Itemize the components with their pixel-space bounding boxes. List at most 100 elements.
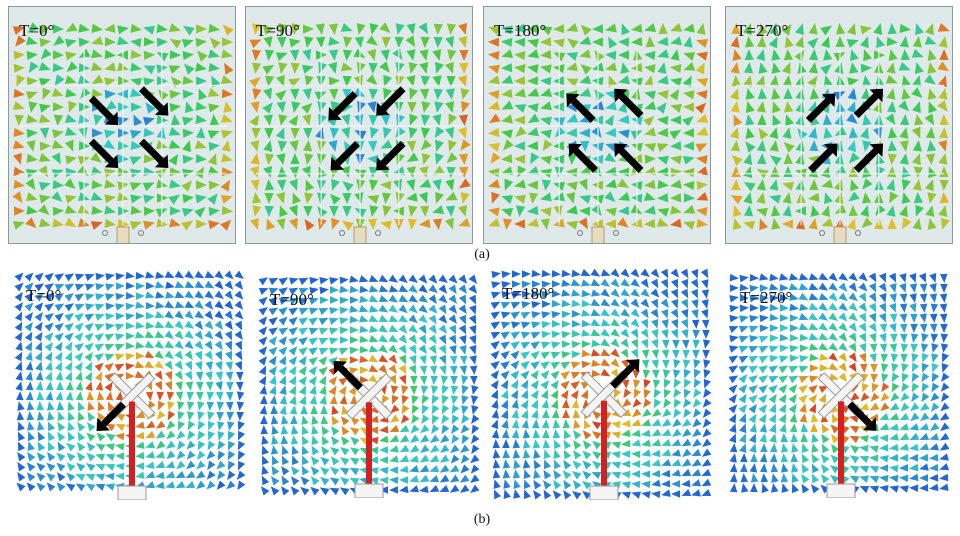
field-vector-icon xyxy=(145,291,155,299)
field-vector-icon xyxy=(470,484,480,494)
field-vector-icon xyxy=(795,88,805,100)
field-vector-icon xyxy=(302,139,313,152)
field-vector-icon xyxy=(487,37,500,47)
field-vector-icon xyxy=(563,429,571,440)
field-vector-icon xyxy=(208,220,220,230)
field-vector-icon xyxy=(448,304,458,314)
field-vector-icon xyxy=(520,331,531,339)
field-vector-icon xyxy=(64,312,74,322)
field-vector-icon xyxy=(51,140,64,149)
field-vector-icon xyxy=(927,192,937,204)
field-vector-icon xyxy=(227,450,236,461)
field-vector-icon xyxy=(216,401,225,411)
field-vector-icon xyxy=(651,449,661,458)
field-vector-icon xyxy=(618,101,627,114)
field-vector-icon xyxy=(304,75,314,87)
field-vector-icon xyxy=(278,327,289,336)
field-vector-icon xyxy=(234,270,244,280)
field-vector-icon xyxy=(398,324,408,334)
field-vector-icon xyxy=(91,205,103,215)
field-vector-icon xyxy=(728,404,738,414)
field-vector-icon xyxy=(650,268,660,278)
field-vector-icon xyxy=(145,301,155,310)
field-vector-icon xyxy=(298,385,307,396)
field-vector-icon xyxy=(563,449,572,460)
field-vector-icon xyxy=(788,393,797,404)
field-vector-icon xyxy=(862,140,872,152)
field-vector-icon xyxy=(808,384,818,394)
field-vector-icon xyxy=(224,300,234,310)
field-vector-icon xyxy=(491,191,500,204)
field-vector-icon xyxy=(366,154,379,165)
field-vector-icon xyxy=(784,100,794,113)
field-vector-icon xyxy=(448,324,457,335)
field-vector-icon xyxy=(408,62,418,74)
field-vector-icon xyxy=(44,313,54,322)
field-vector-icon xyxy=(408,334,417,345)
field-vector-icon xyxy=(431,385,439,395)
current-direction-arrow-shaft xyxy=(610,363,635,389)
field-vector-icon xyxy=(553,439,562,450)
field-vector-icon xyxy=(448,113,458,126)
field-vector-icon xyxy=(858,312,867,323)
field-vector-icon xyxy=(562,409,570,419)
field-vector-icon xyxy=(931,343,939,353)
field-vector-icon xyxy=(78,127,88,139)
field-vector-icon xyxy=(921,382,930,393)
field-vector-icon xyxy=(869,413,879,422)
field-vector-icon xyxy=(566,220,578,230)
field-vector-icon xyxy=(571,329,581,338)
field-vector-icon xyxy=(319,385,327,395)
field-vector-icon xyxy=(872,101,882,114)
field-vector-icon xyxy=(758,335,769,343)
field-vector-icon xyxy=(167,401,175,411)
field-vector-icon xyxy=(581,299,591,308)
field-vector-icon xyxy=(104,333,115,342)
field-vector-icon xyxy=(195,62,207,72)
field-vector-icon xyxy=(510,311,521,320)
field-vector-icon xyxy=(582,430,592,440)
field-vector-icon xyxy=(551,399,559,410)
field-vector-icon xyxy=(868,302,877,313)
field-vector-icon xyxy=(862,178,873,190)
field-vector-icon xyxy=(435,139,444,152)
field-vector-icon xyxy=(758,384,768,394)
field-vector-icon xyxy=(450,395,459,405)
field-vector-icon xyxy=(940,382,950,392)
field-vector-icon xyxy=(357,100,366,113)
field-vector-icon xyxy=(288,356,298,366)
field-vector-icon xyxy=(145,441,156,449)
field-vector-icon xyxy=(929,283,937,293)
field-vector-icon xyxy=(450,385,459,395)
field-vector-icon xyxy=(309,385,317,395)
field-vector-icon xyxy=(300,476,310,486)
field-vector-icon xyxy=(301,445,309,456)
field-vector-icon xyxy=(340,416,350,426)
field-vector-icon xyxy=(129,88,142,98)
field-vector-icon xyxy=(24,312,34,322)
field-vector-icon xyxy=(277,140,288,153)
field-vector-icon xyxy=(208,103,220,113)
field-vector-icon xyxy=(461,395,469,405)
field-vector-icon xyxy=(551,269,561,278)
field-vector-icon xyxy=(38,61,51,71)
current-direction-arrow-shaft xyxy=(380,86,406,112)
field-vector-icon xyxy=(769,194,781,204)
field-vector-icon xyxy=(554,126,566,138)
field-vector-icon xyxy=(692,418,702,428)
field-vector-icon xyxy=(749,443,757,453)
field-vector-icon xyxy=(600,368,611,377)
field-vector-icon xyxy=(632,408,642,418)
field-vector-icon xyxy=(85,293,95,301)
field-vector-icon xyxy=(730,88,739,101)
field-vector-icon xyxy=(24,272,34,282)
field-vector-icon xyxy=(448,294,457,304)
field-vector-icon xyxy=(145,321,155,330)
field-vector-icon xyxy=(52,24,65,34)
field-vector-icon xyxy=(220,129,233,139)
field-vector-icon xyxy=(758,62,768,74)
field-vector-icon xyxy=(315,127,324,140)
field-vector-icon xyxy=(391,394,399,405)
field-vector-icon xyxy=(399,434,410,443)
field-vector-icon xyxy=(130,49,142,59)
